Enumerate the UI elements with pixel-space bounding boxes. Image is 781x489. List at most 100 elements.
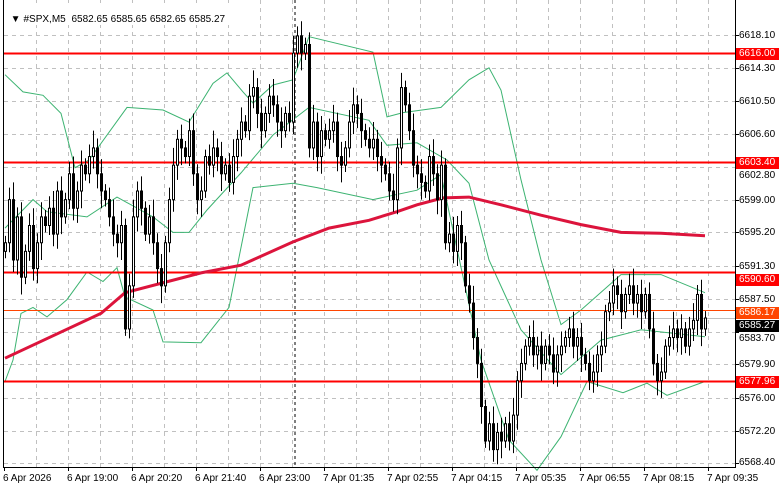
candle-body [56, 190, 59, 235]
candle-body [44, 216, 47, 227]
price-tick-label: 6599.00 [739, 194, 776, 206]
candle-body [340, 156, 343, 166]
candle-bullish [568, 316, 571, 348]
candle-body [636, 293, 639, 304]
candle-bullish [240, 107, 243, 157]
candle-bearish [32, 208, 35, 281]
candle-body [404, 87, 407, 106]
candle-body [128, 285, 131, 330]
candle-body [368, 138, 371, 149]
candle-bullish [644, 287, 647, 319]
candle-bullish [600, 331, 603, 373]
price-tick-label: 6606.60 [739, 128, 776, 140]
candle-bullish [372, 122, 375, 160]
candle-bullish [284, 106, 287, 138]
candle-body [492, 423, 495, 451]
candle-body [504, 423, 507, 442]
candle-body [232, 156, 235, 183]
bollinger-lower-line [4, 173, 706, 472]
candle-bearish [152, 199, 155, 255]
candle-body [172, 164, 175, 201]
candle-body [220, 156, 223, 175]
candle-bearish [140, 176, 143, 226]
candle-bullish [292, 35, 295, 135]
candle-body [540, 345, 543, 364]
candle-bullish [612, 268, 615, 316]
candle-body [592, 371, 595, 382]
candle-body [76, 190, 79, 209]
candle-body [456, 225, 459, 252]
candle-bullish [48, 196, 51, 235]
candle-bullish [120, 210, 123, 260]
candle-body [664, 345, 667, 373]
price-tick-label: 6576.00 [739, 392, 776, 404]
candle-bullish [320, 116, 323, 174]
level-price-label: 6577.96 [736, 375, 779, 388]
candle-bearish [184, 141, 187, 164]
candle-body [444, 164, 447, 244]
low-value: 6582.65 [149, 14, 186, 25]
candle-body [124, 225, 127, 330]
candle-bearish [376, 129, 379, 172]
candle-body [212, 147, 215, 166]
candle-bearish [208, 144, 211, 175]
candle-body [564, 337, 567, 347]
candle-bearish [616, 276, 619, 310]
candle-bullish [264, 106, 267, 138]
level-price-label: 6586.17 [736, 306, 779, 319]
candle-bearish [108, 187, 111, 227]
candle-bullish [556, 345, 559, 387]
candle-body [308, 43, 311, 149]
candle-body [432, 156, 435, 175]
candle-body [52, 207, 55, 235]
candle-body [32, 225, 35, 270]
candle-body [108, 199, 111, 218]
candle-bullish [440, 150, 443, 217]
candle-body [48, 207, 51, 227]
candle-bearish [540, 331, 543, 381]
candle-body [36, 242, 39, 270]
candle-bearish [444, 158, 447, 250]
candle-bullish [172, 147, 175, 212]
candle-body [140, 190, 143, 209]
candle-bearish [508, 411, 511, 451]
time-tick-label: 7 Apr 06:55 [579, 473, 631, 484]
candle-bearish [484, 399, 487, 448]
candle-body [536, 345, 539, 356]
candle-body [372, 138, 375, 149]
candle-body [472, 302, 475, 339]
candle-bearish [468, 273, 471, 313]
open-value: 6582.65 [71, 14, 108, 25]
candle-body [312, 121, 315, 149]
candle-body [156, 242, 159, 270]
price-tick-label: 6572.20 [739, 425, 776, 437]
candle-body [288, 112, 291, 123]
candle-body [548, 345, 551, 356]
triangle-down-icon[interactable]: ▼ [10, 14, 21, 25]
candle-body [160, 268, 163, 287]
candle-bullish [348, 109, 351, 158]
candle-bearish [20, 202, 23, 295]
candle-bearish [12, 182, 15, 273]
candle-body [424, 181, 427, 192]
candle-body [376, 138, 379, 158]
candle-bearish [244, 115, 247, 138]
candle-body [500, 431, 503, 442]
candle-body [600, 345, 603, 356]
candle-body [488, 423, 491, 442]
candle-bullish [236, 129, 239, 172]
candle-body [524, 345, 527, 364]
candle-body [476, 337, 479, 364]
candle-body [328, 130, 331, 140]
candle-bearish [44, 209, 47, 233]
candle-bullish [296, 26, 299, 68]
candle-body [588, 362, 591, 382]
candle-bearish [300, 21, 303, 71]
candle-bearish [648, 282, 651, 339]
candle-bearish [480, 348, 483, 424]
candle-body [72, 173, 75, 209]
candle-bearish [500, 417, 503, 459]
candle-bearish [180, 124, 183, 166]
candle-body [240, 121, 243, 140]
